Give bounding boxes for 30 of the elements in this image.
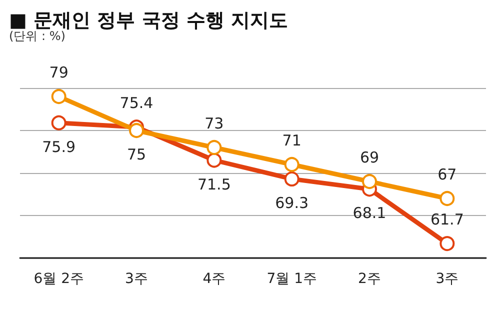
x-tick-label: 4주 bbox=[202, 271, 226, 287]
data-label: 61.7 bbox=[430, 210, 464, 229]
point bbox=[206, 152, 222, 168]
point bbox=[206, 140, 222, 155]
x-tick-label: 6월 2주 bbox=[34, 271, 84, 287]
point bbox=[440, 191, 455, 206]
chart-title: ■ 문재인 정부 국정 수행 지지도 bbox=[9, 10, 288, 32]
point bbox=[51, 89, 66, 104]
point bbox=[362, 174, 377, 189]
data-label: 71.5 bbox=[197, 175, 231, 194]
x-tick-label: 7월 1주 bbox=[266, 271, 317, 287]
data-label: 71 bbox=[282, 132, 302, 150]
x-tick-label: 2주 bbox=[358, 271, 381, 287]
data-label: 75.4 bbox=[120, 94, 154, 112]
point bbox=[284, 157, 300, 172]
point bbox=[440, 236, 455, 252]
point bbox=[51, 115, 66, 130]
data-label: 75.9 bbox=[42, 138, 76, 156]
data-label: 69.3 bbox=[275, 194, 309, 212]
data-label: 75 bbox=[126, 146, 146, 164]
data-label: 73 bbox=[204, 114, 224, 132]
chart-subtitle: (단위 : %) bbox=[9, 29, 66, 43]
point bbox=[284, 171, 300, 186]
x-tick-label: 3주 bbox=[436, 271, 459, 287]
data-label: 79 bbox=[49, 64, 68, 82]
data-label: 69 bbox=[360, 148, 380, 166]
data-label: 67 bbox=[438, 166, 457, 184]
point bbox=[129, 123, 144, 138]
x-tick-label: 3주 bbox=[125, 271, 148, 287]
data-label: 68.1 bbox=[352, 204, 386, 222]
